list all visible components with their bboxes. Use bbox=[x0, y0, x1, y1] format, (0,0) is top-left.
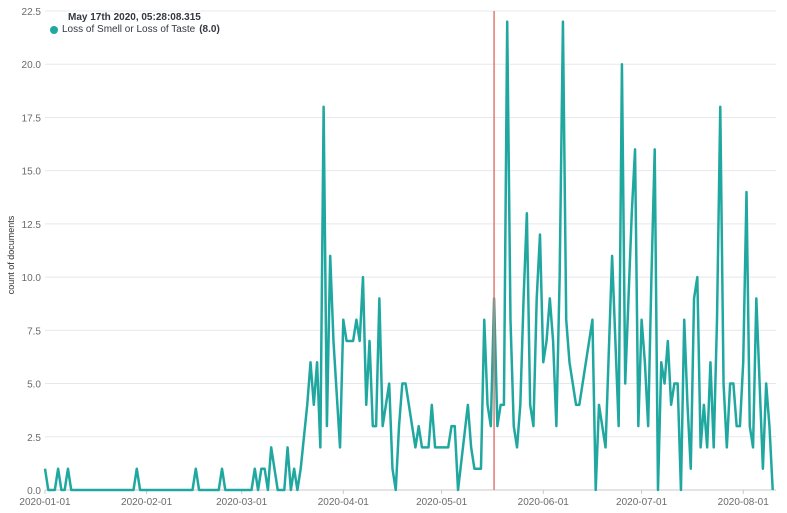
tooltip-timestamp: May 17th 2020, 05:28:08.315 bbox=[68, 12, 201, 23]
y-tick-label: 22.5 bbox=[22, 7, 42, 18]
y-tick-label: 17.5 bbox=[22, 113, 42, 124]
y-tick-label: 0.0 bbox=[27, 486, 41, 497]
legend-item[interactable]: Loss of Smell or Loss of Taste (8.0) bbox=[50, 24, 220, 35]
x-tick-label: 2020-05-01 bbox=[416, 497, 468, 508]
legend-series-name: Loss of Smell or Loss of Taste bbox=[62, 24, 196, 35]
x-tick-label: 2020-02-01 bbox=[121, 497, 173, 508]
y-tick-label: 2.5 bbox=[27, 433, 41, 444]
grid bbox=[45, 10, 776, 491]
y-tick-label: 15.0 bbox=[22, 167, 42, 178]
x-tick-label: 2020-07-01 bbox=[616, 497, 668, 508]
y-tick-label: 10.0 bbox=[22, 273, 42, 284]
y-axis: 0.0 2.5 5.0 7.5 10.0 12.5 15.0 17.5 20.0 22.5 bbox=[22, 7, 42, 497]
legend-series-value: (8.0) bbox=[199, 24, 220, 35]
x-axis: 2020-01-01 2020-02-01 2020-03-01 2020-04-01… bbox=[19, 489, 776, 508]
y-tick-label: 20.0 bbox=[22, 60, 42, 71]
y-axis-label: count of documents bbox=[6, 215, 16, 294]
series-line[interactable] bbox=[43, 20, 774, 492]
x-tick-label: 2020-08-01 bbox=[718, 497, 770, 508]
y-tick-label: 7.5 bbox=[27, 326, 41, 337]
y-tick-label: 5.0 bbox=[27, 380, 41, 391]
x-tick-label: 2020-04-01 bbox=[318, 497, 370, 508]
y-tick-label: 12.5 bbox=[22, 220, 42, 231]
legend-color-dot bbox=[50, 25, 58, 34]
x-tick-label: 2020-06-01 bbox=[518, 497, 570, 508]
x-tick-label: 2020-03-01 bbox=[216, 497, 268, 508]
series-layer[interactable] bbox=[43, 20, 774, 492]
x-tick-label: 2020-01-01 bbox=[19, 497, 71, 508]
